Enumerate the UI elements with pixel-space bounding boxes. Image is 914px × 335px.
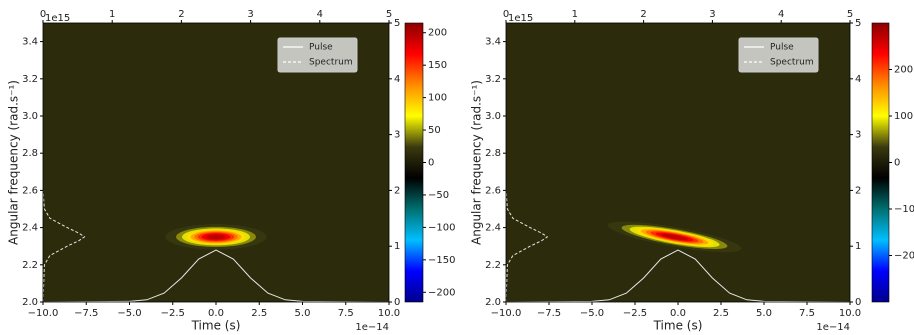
series-line [43, 190, 86, 302]
y-tick-label: 3.2 [22, 74, 38, 85]
y-tick-label: 2.4 [485, 223, 501, 234]
x2-tick-label: 3 [709, 9, 715, 20]
y-tick-label: 2.8 [485, 148, 501, 159]
y2-tick-label: 1 [855, 241, 861, 252]
legend: Pulse Spectrum [277, 37, 358, 73]
contour-level [214, 236, 218, 238]
y-tick-label: 2.6 [485, 185, 501, 196]
x2-tick-label: 1 [572, 9, 578, 20]
y2-tick-label: 4 [855, 74, 861, 85]
y2-tick-label: 3 [855, 130, 861, 141]
y2-tick-label: 4 [394, 74, 400, 85]
colorbar-tick-label: −200 [428, 287, 455, 298]
x-tick-label: −5.0 [580, 308, 604, 319]
y-tick-label: 3.2 [485, 74, 501, 85]
y2-tick-label: 2 [855, 185, 861, 196]
x2-tick-label: 0 [40, 9, 46, 20]
x-tick-label: 2.5 [713, 308, 729, 319]
x-tick-label: −7.5 [74, 308, 98, 319]
x-tick-label: 0.0 [670, 308, 686, 319]
colorbar-tick-label: 200 [428, 28, 447, 39]
x-axis-label: Time (s) [653, 319, 703, 333]
legend-label: Pulse [770, 43, 794, 53]
x2-tick-label: 4 [317, 9, 323, 20]
series-line [43, 249, 389, 302]
y-tick-label: 2.8 [22, 148, 38, 159]
x-tick-label: 7.5 [338, 308, 354, 319]
y-tick-label: 2.2 [485, 260, 501, 271]
colorbar-tick-label: −100 [894, 204, 914, 215]
y-tick-label: 3.4 [22, 37, 38, 48]
x-tick-label: −2.5 [161, 308, 185, 319]
y-tick-label: 2.6 [22, 185, 38, 196]
x-tick-label: 7.5 [799, 308, 815, 319]
x-tick-label: 10.0 [839, 308, 861, 319]
x2-tick-label: 4 [778, 9, 784, 20]
x2-tick-label: 2 [178, 9, 184, 20]
y2-tick-label: 2 [394, 185, 400, 196]
y-tick-label: 3.0 [485, 111, 501, 122]
colorbar-tick-label: −150 [428, 255, 455, 266]
y2-tick-label: 3 [394, 130, 400, 141]
y2-tick-label: 0 [394, 297, 400, 308]
colorbar-tick-label: −100 [428, 222, 455, 233]
contour-level [661, 233, 688, 240]
x-tick-label: −5.0 [117, 308, 141, 319]
x-tick-label: 0.0 [208, 308, 224, 319]
legend-label: Spectrum [309, 58, 353, 68]
plot-area [506, 190, 850, 302]
x-tick-label: −7.5 [537, 308, 561, 319]
x-tick-label: −10.0 [491, 308, 522, 319]
plot-area [43, 190, 389, 302]
panel: −10.0 −7.5 −5.0 −2.5 0.0 2.5 5.0 7.5 10.0 2.0 2.2 2… [7, 9, 456, 333]
colorbar-tick-label: 100 [428, 93, 447, 104]
legend-label: Pulse [309, 43, 333, 53]
colorbar-tick-label: 0 [894, 158, 900, 169]
y-offset: 1e15 [508, 13, 533, 24]
y-tick-label: 3.0 [22, 111, 38, 122]
colorbar [871, 22, 890, 303]
colorbar-tick-label: −50 [428, 190, 449, 201]
x-axis-label: Time (s) [191, 319, 241, 333]
x2-tick-label: 5 [386, 9, 392, 20]
legend-label: Spectrum [770, 58, 814, 68]
y2-tick-label: 1 [394, 241, 400, 252]
x-offset: 1e−14 [355, 322, 389, 333]
x2-tick-label: 3 [247, 9, 253, 20]
y-axis-label: Angular frequency (rad.s⁻¹) [7, 80, 21, 245]
y-offset: 1e15 [45, 13, 70, 24]
x2-tick-label: 5 [847, 9, 853, 20]
y-tick-label: 3.4 [485, 37, 501, 48]
y-tick-label: 2.0 [22, 297, 38, 308]
colorbar-tick-label: 100 [894, 111, 913, 122]
x2-tick-label: 0 [503, 9, 509, 20]
panel: −10.0 −7.5 −5.0 −2.5 0.0 2.5 5.0 7.5 10.0 2.0 2.2 2… [470, 9, 914, 333]
colorbar-tick-label: 200 [894, 65, 913, 76]
x-tick-label: 10.0 [378, 308, 400, 319]
y2-tick-label: 0 [855, 297, 861, 308]
colorbar-tick-label: −200 [894, 251, 914, 262]
x-tick-label: 2.5 [251, 308, 267, 319]
y-tick-label: 2.0 [485, 297, 501, 308]
y-tick-label: 2.2 [22, 260, 38, 271]
x-tick-label: 5.0 [295, 308, 311, 319]
colorbar [404, 22, 424, 303]
x2-tick-label: 1 [109, 9, 115, 20]
y-tick-label: 2.4 [22, 223, 38, 234]
x2-tick-label: 2 [640, 9, 646, 20]
colorbar-tick-label: 0 [428, 158, 434, 169]
colorbar-tick-label: 50 [428, 125, 441, 136]
y2-tick-label: 5 [394, 18, 400, 29]
x-tick-label: −2.5 [623, 308, 647, 319]
x-offset: 1e−14 [816, 322, 850, 333]
y2-tick-label: 5 [855, 18, 861, 29]
series-line [506, 249, 850, 302]
colorbar-tick-label: 150 [428, 60, 447, 71]
series-line [506, 190, 549, 302]
x-tick-label: 5.0 [756, 308, 772, 319]
y-axis-label: Angular frequency (rad.s⁻¹) [470, 80, 484, 245]
x-tick-label: −10.0 [28, 308, 59, 319]
legend: Pulse Spectrum [738, 37, 819, 73]
